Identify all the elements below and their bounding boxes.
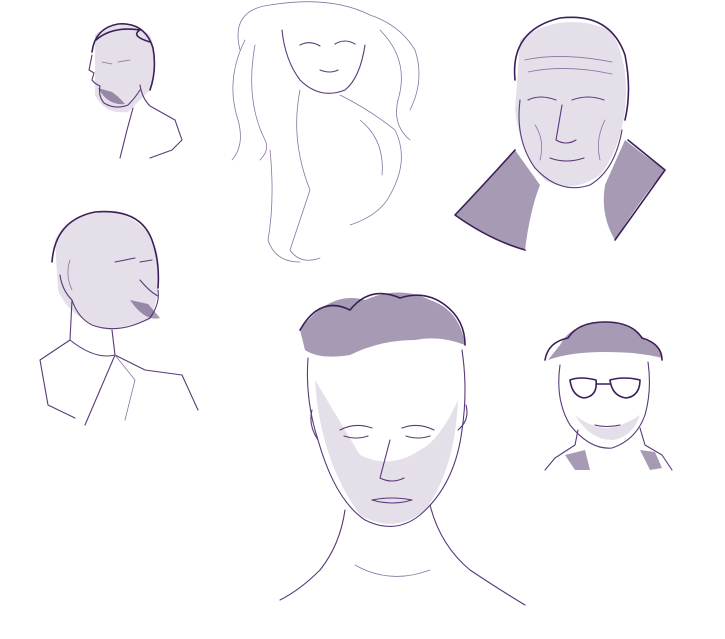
portrait-woman <box>232 2 419 262</box>
portrait-young-man <box>280 293 525 606</box>
portrait-bald-man <box>40 212 198 425</box>
portrait-bearded-man <box>89 24 182 158</box>
portrait-hat-man <box>545 322 672 470</box>
portrait-old-man <box>455 17 665 250</box>
